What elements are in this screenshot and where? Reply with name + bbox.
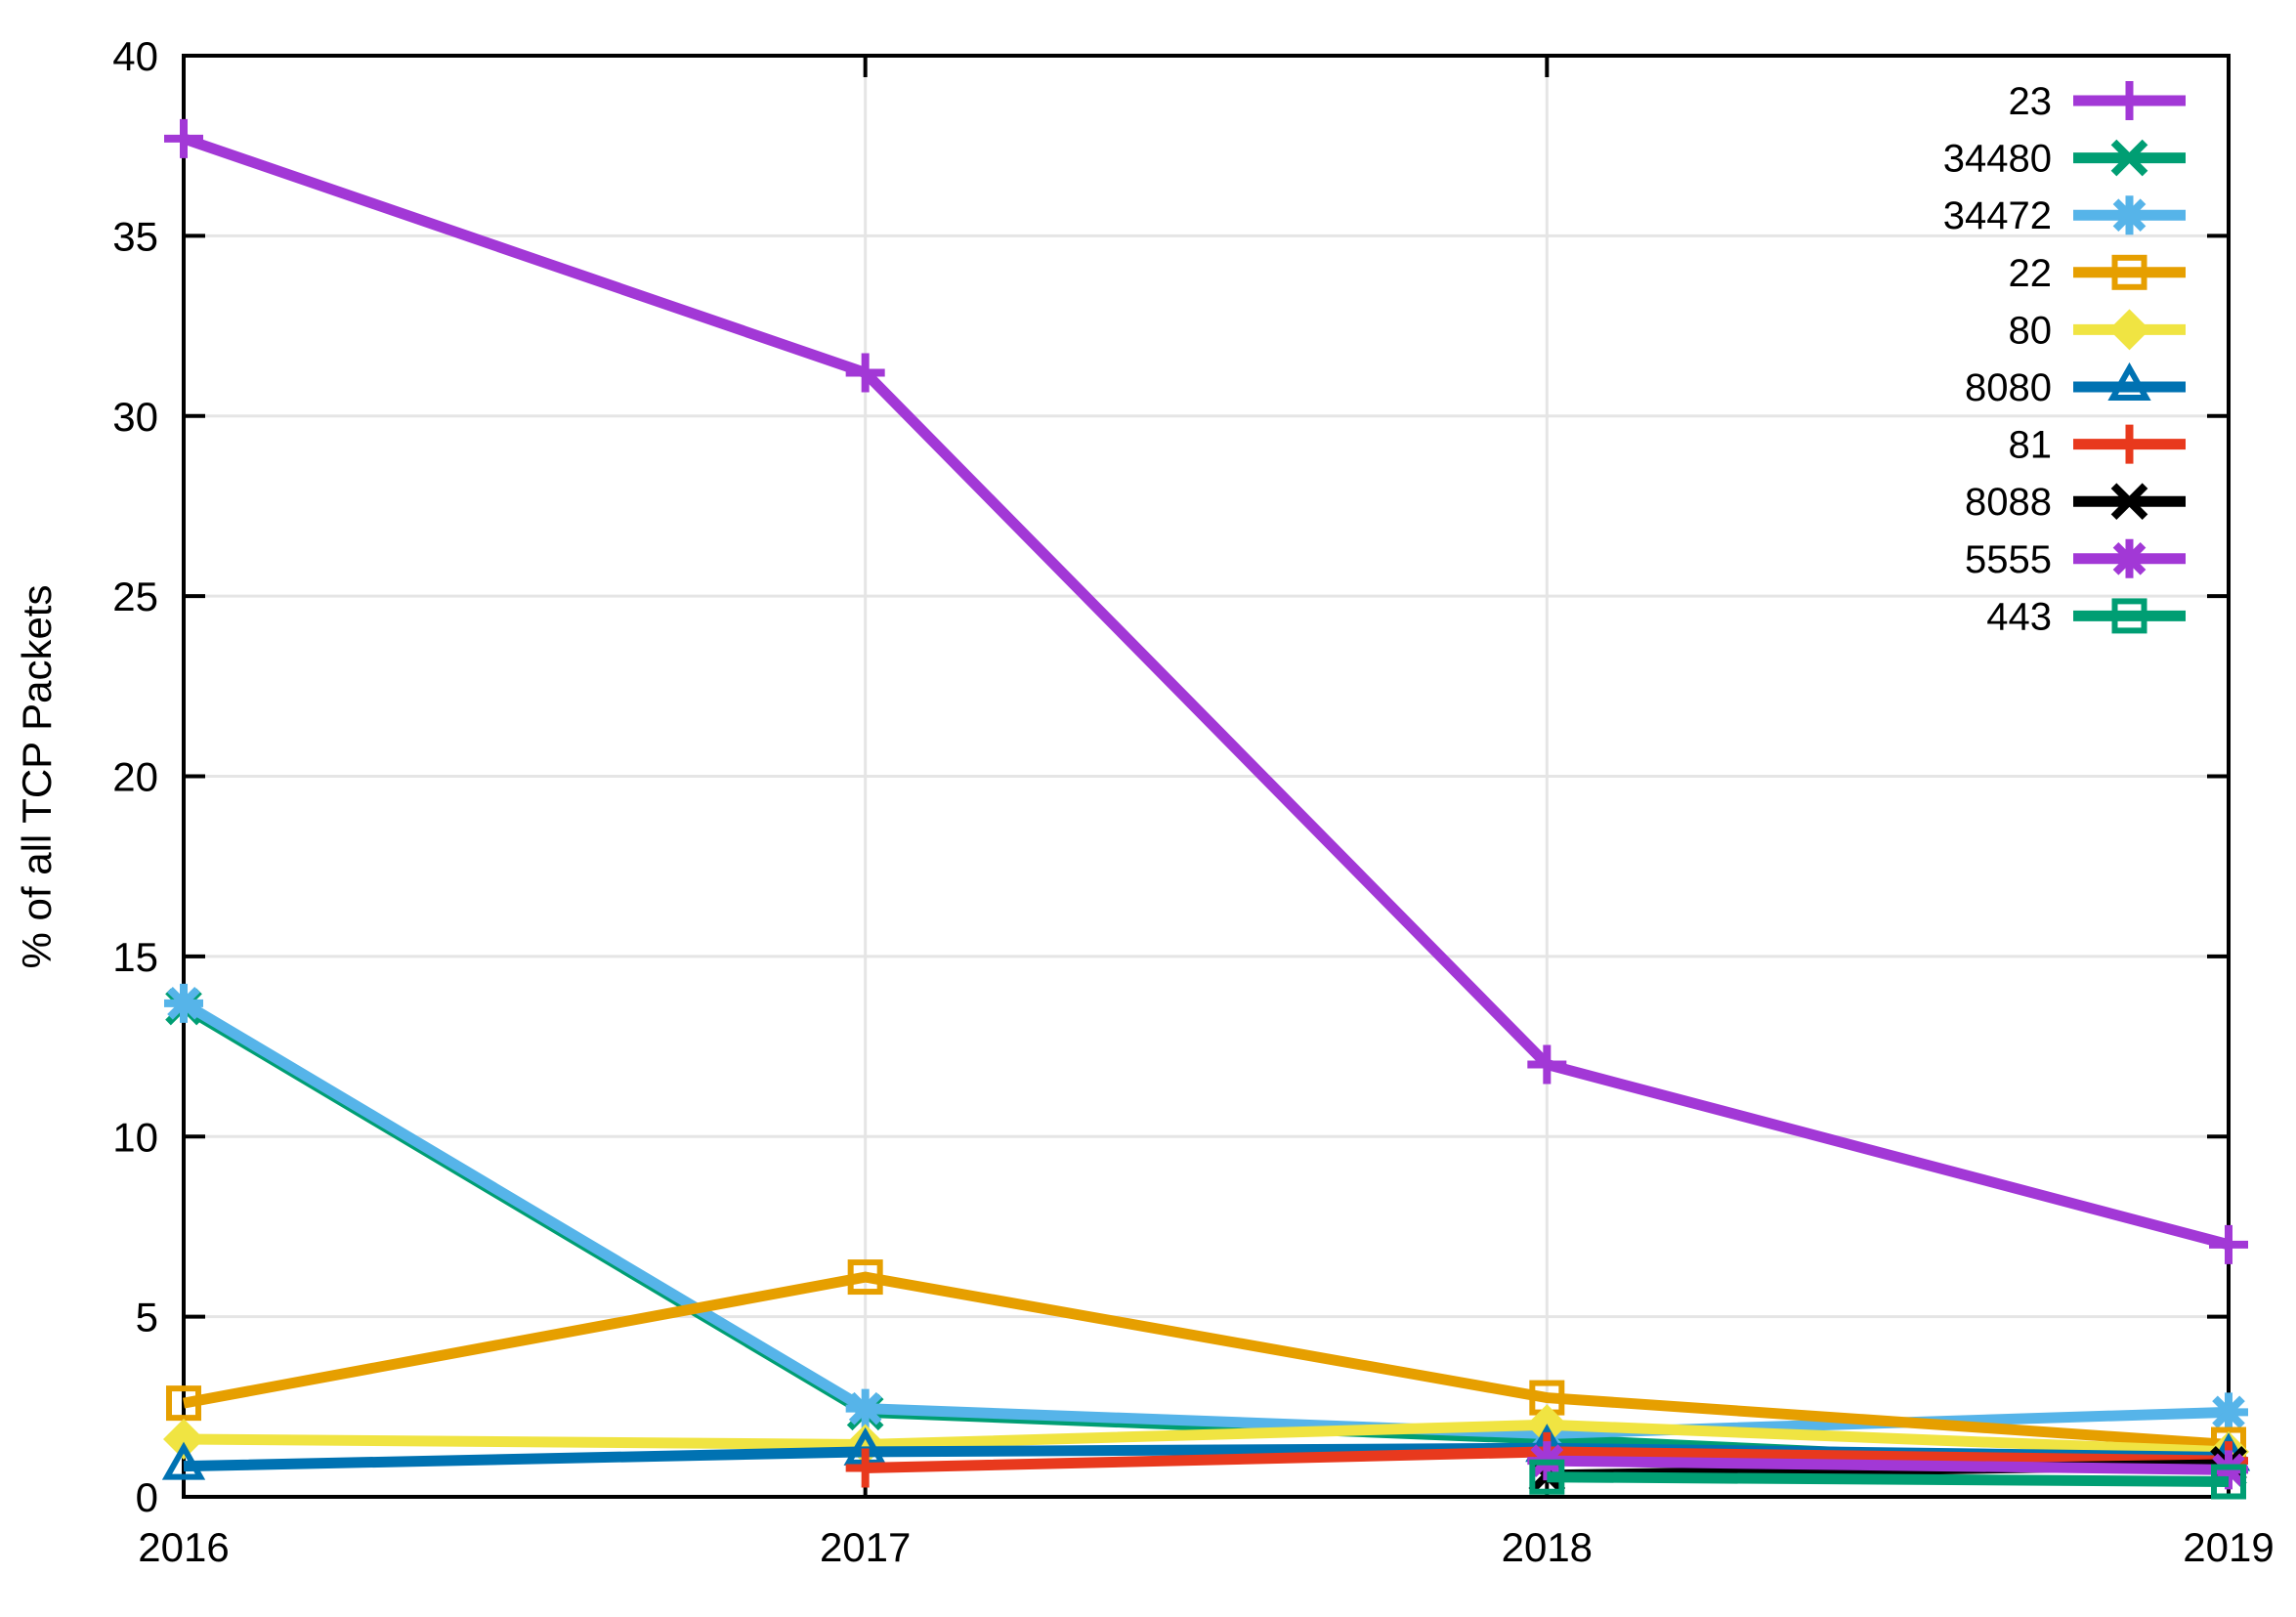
legend-entry-8080: 8080 — [1965, 362, 2186, 409]
series-marker-34472 — [845, 1388, 885, 1428]
legend-label-8088: 8088 — [1965, 481, 2052, 524]
series-marker-34472 — [164, 983, 203, 1023]
legend-marker-80 — [2108, 309, 2150, 351]
series-marker-81 — [845, 1448, 885, 1488]
legend-marker-34472 — [2109, 195, 2149, 235]
series-34480 — [165, 988, 2247, 1489]
legend-marker-23 — [2109, 81, 2149, 120]
y-tick-label: 10 — [112, 1114, 158, 1160]
series-34472 — [164, 983, 2248, 1454]
y-tick-label: 40 — [112, 33, 158, 79]
series-443 — [1529, 1459, 2246, 1500]
legend-entry-34480: 34480 — [1943, 138, 2186, 181]
legend-label-443: 443 — [1986, 595, 2052, 638]
legend-marker-443 — [2111, 598, 2147, 634]
legend-label-34480: 34480 — [1943, 138, 2052, 181]
legend-marker-22 — [2111, 254, 2147, 290]
y-tick-label: 30 — [112, 394, 158, 440]
legend-entry-22: 22 — [2009, 252, 2186, 295]
x-tick-label: 2017 — [820, 1524, 911, 1570]
gridlines — [184, 56, 2229, 1497]
legend-entry-81: 81 — [2009, 424, 2186, 467]
y-tick-label: 15 — [112, 934, 158, 980]
legend-entry-80: 80 — [2009, 309, 2186, 352]
y-tick-label: 5 — [136, 1295, 158, 1340]
series-marker-23 — [2209, 1224, 2248, 1264]
series-marker-443 — [2211, 1464, 2246, 1500]
y-tick-label: 0 — [136, 1474, 158, 1520]
series-marker-80 — [163, 1419, 204, 1460]
series-line-443 — [1547, 1471, 2230, 1488]
series-marker-23 — [845, 353, 885, 393]
series-marker-8080 — [161, 1441, 206, 1480]
legend-marker-5555 — [2109, 538, 2149, 578]
legend-entry-443: 443 — [1986, 595, 2186, 638]
series-line-34472 — [181, 999, 2230, 1439]
series-line-5555 — [1547, 1455, 2230, 1475]
legend-entry-5555: 5555 — [1965, 538, 2186, 581]
legend-marker-8088 — [2110, 483, 2148, 521]
legend-label-5555: 5555 — [1965, 538, 2052, 581]
legend-marker-34480 — [2110, 139, 2148, 177]
y-axis-title: % of all TCP Packets — [14, 585, 60, 969]
legend-label-81: 81 — [2009, 424, 2053, 467]
legend-marker-81 — [2109, 424, 2149, 464]
series-marker-443 — [1529, 1459, 1565, 1495]
legend-label-80: 80 — [2009, 309, 2053, 352]
series-marker-34472 — [2209, 1392, 2248, 1432]
series-line-80 — [183, 1419, 2230, 1458]
legend-entry-34472: 34472 — [1943, 194, 2186, 237]
series-marker-22 — [847, 1259, 883, 1296]
legend-label-23: 23 — [2009, 80, 2053, 123]
series-23 — [164, 118, 2248, 1264]
legend-label-8080: 8080 — [1965, 366, 2052, 409]
y-tick-label: 35 — [112, 213, 158, 259]
series-line-23 — [182, 133, 2231, 1251]
legend-label-34472: 34472 — [1943, 194, 2052, 237]
x-tick-label: 2016 — [138, 1524, 229, 1570]
series-marker-22 — [166, 1385, 201, 1422]
x-tick-label: 2019 — [2183, 1524, 2274, 1570]
legend-entry-8088: 8088 — [1965, 481, 2186, 524]
series-marker-23 — [164, 118, 203, 158]
series-line-22 — [182, 1271, 2230, 1451]
x-tick-label: 2018 — [1502, 1524, 1593, 1570]
y-tick-label: 25 — [112, 574, 158, 619]
tick-labels: 0 5 10 15 20 25 30 35 40 2016 2017 2018 2019 — [112, 33, 2274, 1570]
legend-label-22: 22 — [2009, 252, 2053, 295]
legend-marker-8080 — [2107, 362, 2151, 401]
series-line-34480 — [181, 1001, 2230, 1475]
series-lines — [161, 118, 2251, 1500]
series-marker-23 — [1527, 1044, 1567, 1085]
y-tick-label: 20 — [112, 754, 158, 800]
legend-entry-23: 23 — [2009, 80, 2186, 123]
